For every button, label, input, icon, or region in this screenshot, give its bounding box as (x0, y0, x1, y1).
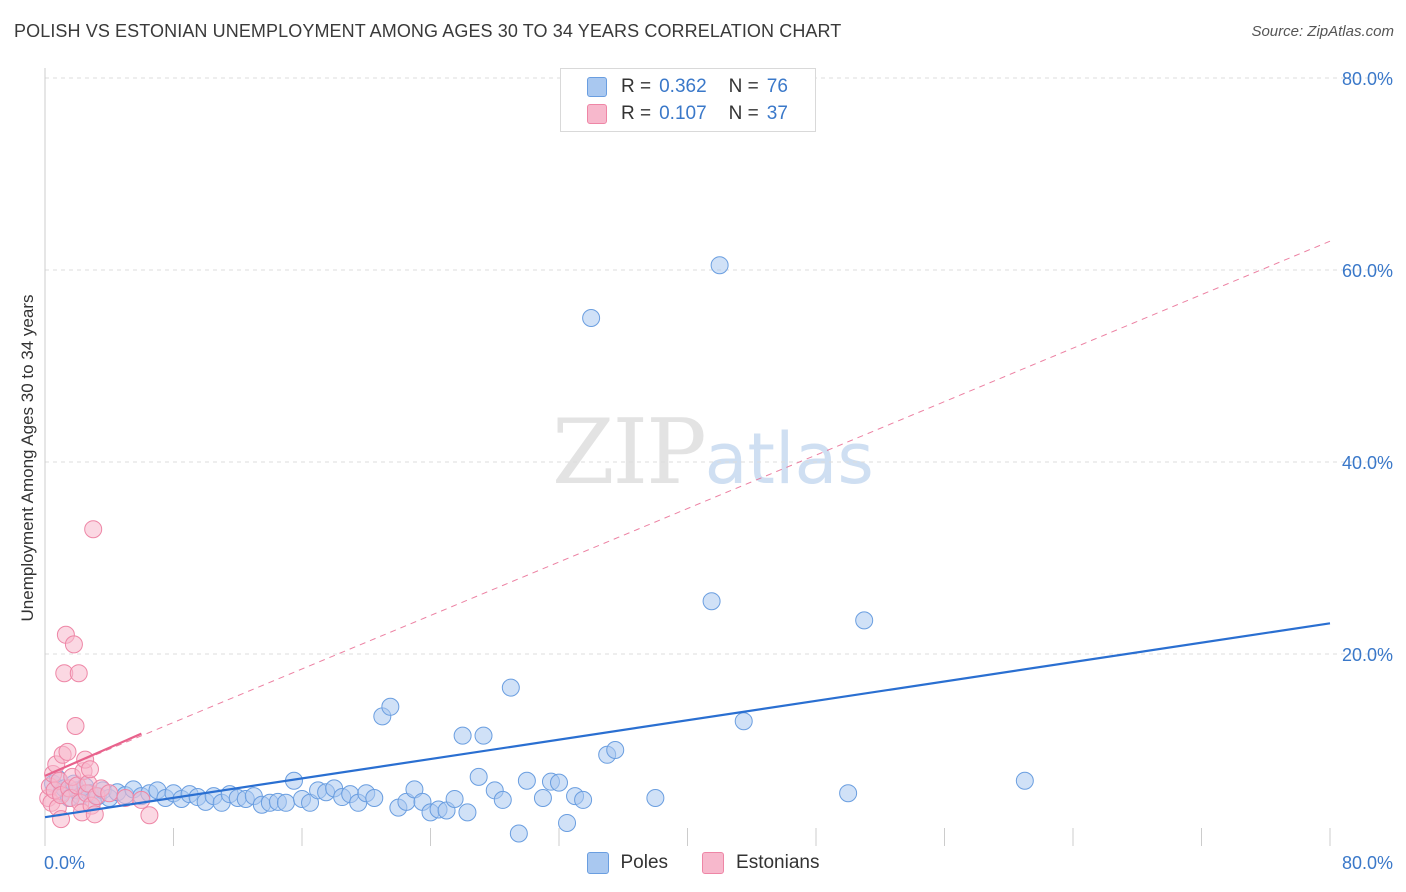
y-tick-label: 20.0% (1342, 645, 1393, 665)
poles-legend-swatch (586, 852, 609, 874)
estonians-legend-swatch (702, 852, 725, 874)
legend: R = 0.362 N = 76 R = 0.107 N = 37 (560, 68, 816, 132)
estonians-point (132, 790, 151, 809)
chart-title: POLISH VS ESTONIAN UNEMPLOYMENT AMONG AG… (14, 21, 842, 41)
poles-point (458, 803, 477, 822)
estonians-legend-label: Estonians (736, 852, 820, 873)
poles-point (550, 773, 568, 792)
poles-point (276, 793, 295, 812)
estonians-n-label: N = (728, 103, 759, 124)
estonians-trend-line (44, 732, 142, 777)
watermark-atlas: atlas (704, 418, 874, 500)
poles-point (734, 712, 753, 731)
estonians-point (100, 784, 119, 803)
source-label: Source: ZipAtlas.com (1251, 23, 1394, 40)
poles-point (574, 790, 593, 809)
poles-point (493, 790, 512, 809)
estonians-swatch (587, 104, 607, 124)
bottom-legend-poles: Poles (586, 852, 669, 874)
poles-point (1015, 771, 1034, 790)
y-tick-label: 40.0% (1342, 453, 1393, 473)
poles-point (646, 789, 665, 807)
poles-point (509, 824, 528, 843)
poles-point (381, 697, 400, 716)
poles-point (533, 789, 552, 807)
estonians-point (64, 635, 83, 654)
y-axis-label: Unemployment Among Ages 30 to 34 years (18, 294, 37, 622)
poles-n-label: N = (728, 76, 759, 97)
legend-row-estonians: R = 0.107 N = 37 (587, 102, 788, 126)
poles-point (855, 611, 874, 630)
estonians-point (140, 806, 159, 825)
poles-point (469, 767, 488, 786)
bottom-legend-estonians: Estonians (702, 852, 819, 874)
poles-point (474, 726, 493, 745)
poles-r-label: R = (621, 76, 652, 97)
poles-r-value: 0.362 (659, 76, 707, 97)
poles-legend-label: Poles (620, 852, 669, 873)
estonians-r-label: R = (621, 103, 652, 124)
poles-point (558, 813, 577, 832)
poles-point (710, 256, 729, 275)
poles-point (606, 741, 625, 759)
estonians-point (58, 742, 77, 761)
poles-point (445, 789, 464, 808)
watermark-zip: ZIP (552, 400, 707, 505)
legend-row-poles: R = 0.362 N = 76 (587, 75, 788, 99)
x-tick-label-max: 80.0% (1342, 853, 1393, 873)
estonians-point (80, 760, 99, 779)
watermark: ZIPatlas (552, 400, 874, 505)
poles-point (839, 784, 858, 803)
y-tick-label: 60.0% (1342, 261, 1393, 281)
poles-point (582, 309, 601, 327)
poles-n-value: 76 (766, 76, 788, 97)
estonians-n-value: 37 (766, 103, 788, 124)
poles-point (517, 771, 536, 790)
estonians-point (84, 520, 103, 539)
estonians-point (69, 664, 88, 683)
poles-swatch (587, 77, 607, 97)
estonians-point (66, 717, 85, 735)
poles-trend-line (44, 622, 1331, 819)
poles-point (453, 726, 472, 745)
estonians-r-value: 0.107 (659, 103, 707, 124)
x-tick-label-min: 0.0% (44, 853, 85, 873)
estonians-trend-extended (44, 240, 1331, 777)
bottom-legend: Poles Estonians (0, 852, 1406, 874)
y-tick-label: 80.0% (1342, 69, 1393, 89)
poles-point (501, 678, 520, 697)
poles-point (365, 789, 384, 807)
poles-point (702, 592, 721, 611)
